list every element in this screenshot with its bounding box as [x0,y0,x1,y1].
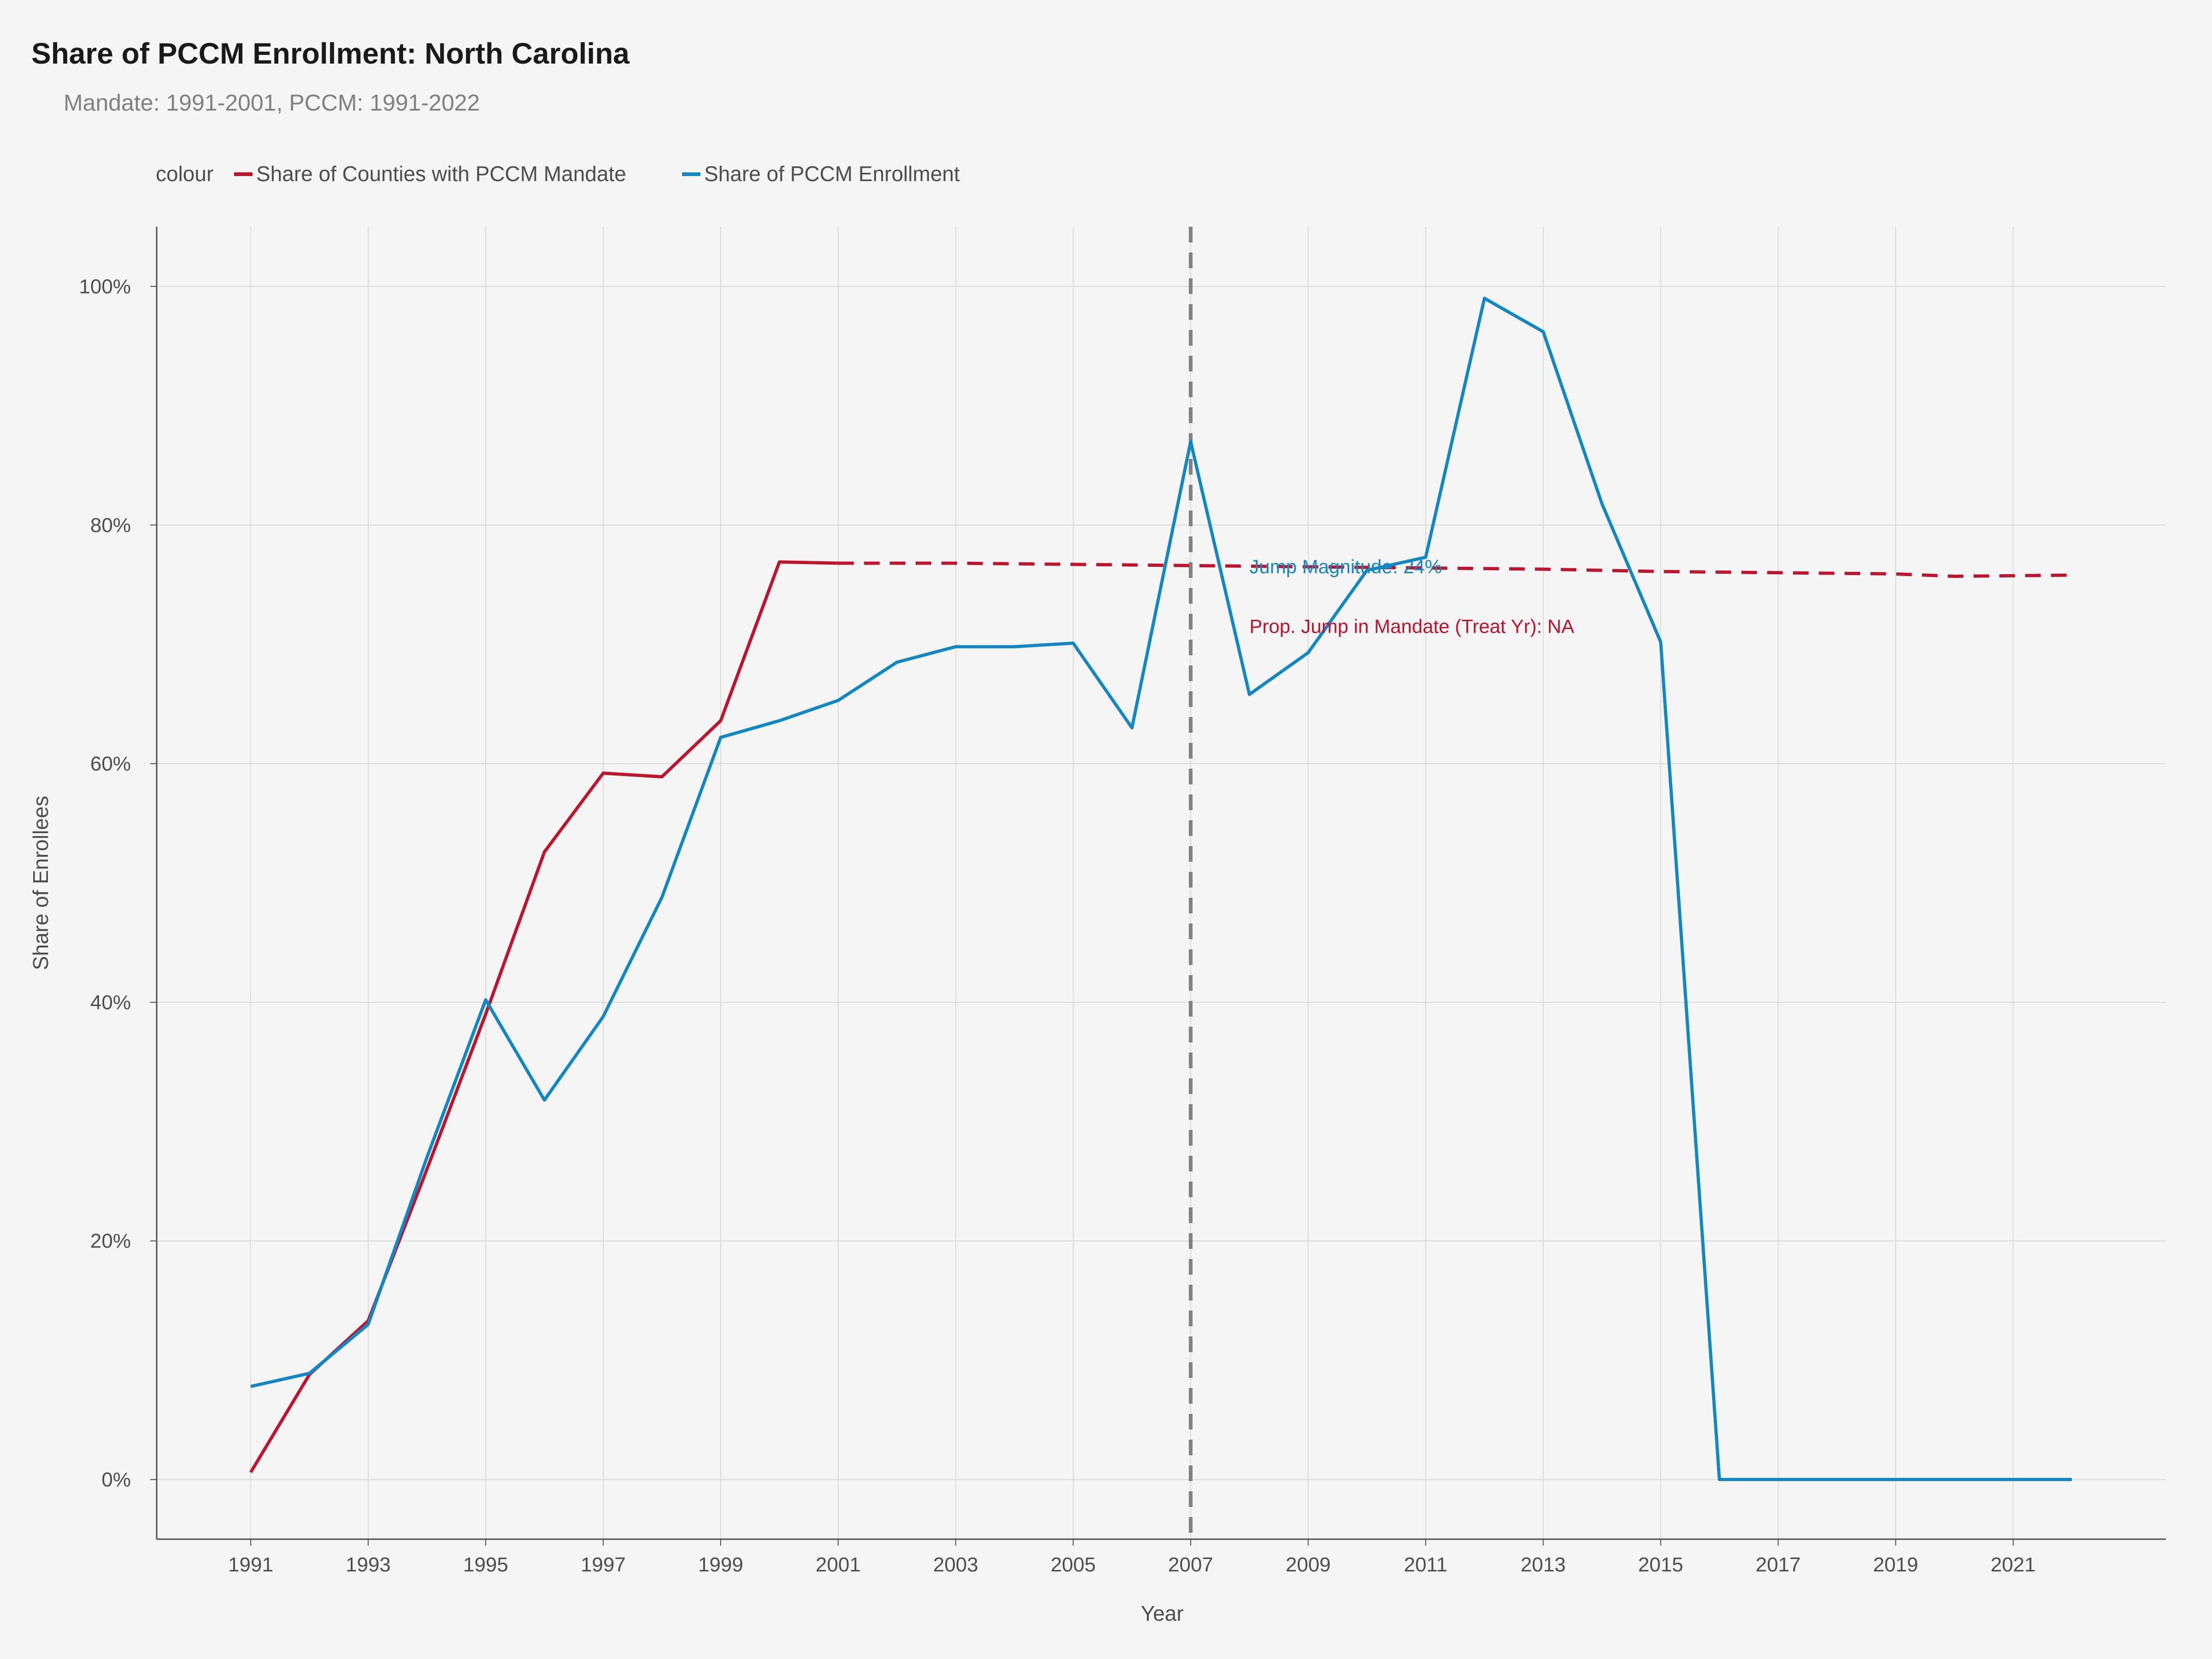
annotation-prop-jump: Prop. Jump in Mandate (Treat Yr): NA [1249,615,1574,637]
x-tick-label: 2003 [933,1553,978,1576]
x-tick-label: 2011 [1404,1553,1447,1576]
chart-subtitle: Mandate: 1991-2001, PCCM: 1991-2022 [64,90,480,116]
x-tick-label: 1999 [698,1553,743,1576]
x-tick-label: 1993 [346,1553,391,1576]
series-line-0 [249,560,838,1473]
y-tick-label: 100% [79,275,131,298]
x-tick-label: 2007 [1168,1553,1213,1576]
y-tick-label: 80% [90,514,131,536]
x-gridlines [250,227,2014,1539]
annotation-jump-magnitude: Jump Magnitude: 24% [1249,556,1442,577]
x-axis-title: Year [1141,1601,1184,1625]
series-line-2 [250,296,2072,1481]
y-tick-label: 40% [90,991,131,1014]
y-tick-label: 0% [101,1469,131,1491]
y-tick-label: 60% [90,753,131,775]
x-axis-ticks: 1991 1993 1995 1997 1999 2001 2003 2005 2007 2009… [228,1539,2036,1576]
x-tick-label: 2005 [1051,1553,1096,1576]
x-tick-label: 2015 [1638,1553,1683,1576]
x-tick-label: 2021 [1991,1553,2036,1576]
y-axis-ticks: 0% 20% 40% 60% 80% 100% [79,275,157,1491]
series-line-1 [838,561,2072,578]
x-tick-label: 1997 [581,1553,626,1576]
x-tick-label: 2009 [1286,1553,1331,1576]
legend-label-mandate: Share of Counties with PCCM Mandate [256,162,626,186]
series-layer [249,296,2072,1481]
x-tick-label: 2017 [1756,1553,1801,1576]
y-tick-label: 20% [90,1230,131,1253]
x-tick-label: 2013 [1521,1553,1566,1576]
x-tick-label: 1991 [228,1553,273,1576]
x-tick-label: 2001 [816,1553,861,1576]
legend: colour Share of Counties with PCCM Manda… [156,162,960,186]
chart-title: Share of PCCM Enrollment: North Carolina [31,37,629,70]
legend-title: colour [156,162,213,186]
y-gridlines [157,286,2166,1480]
y-axis-title: Share of Enrollees [29,796,53,970]
x-tick-label: 2019 [1873,1553,1918,1576]
x-tick-label: 1995 [463,1553,508,1576]
legend-label-enrollment: Share of PCCM Enrollment [704,162,960,186]
